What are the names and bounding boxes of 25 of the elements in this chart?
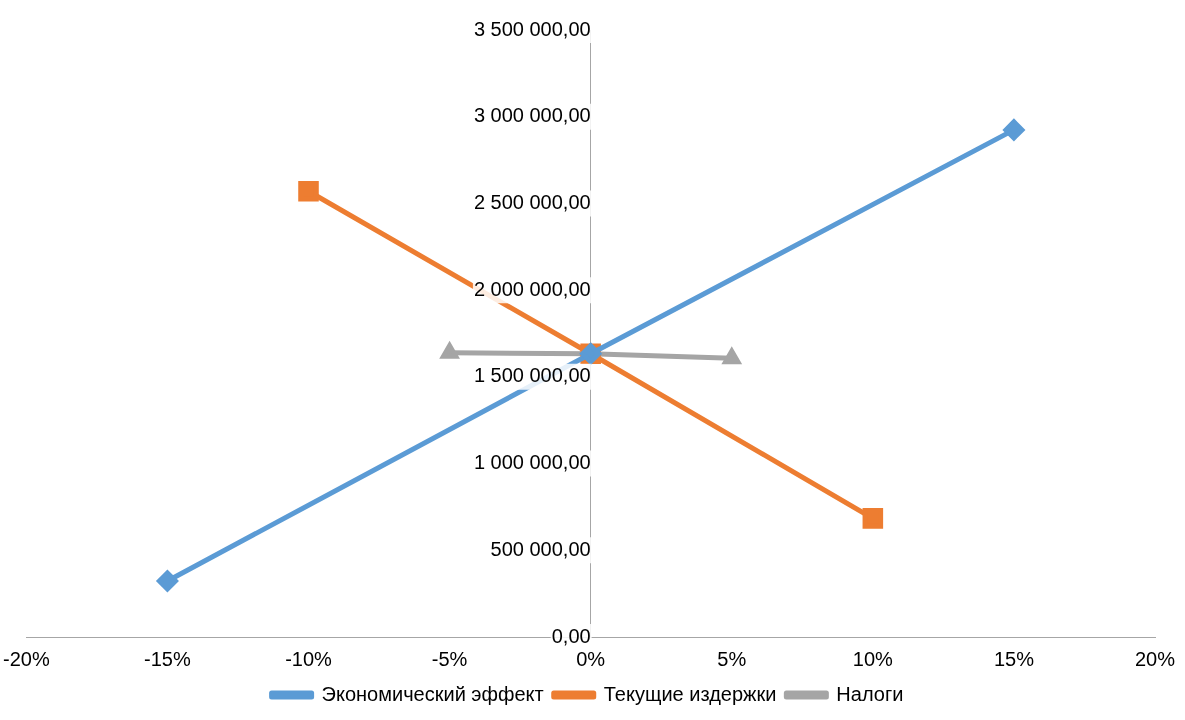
x-tick-label: 20%	[1134, 647, 1176, 670]
legend-label: Экономический эффект	[321, 682, 544, 705]
legend-label: Налоги	[836, 682, 904, 705]
x-tick-label: -10%	[285, 647, 333, 670]
x-tick-label: -20%	[2, 647, 50, 670]
point	[156, 570, 178, 592]
y-tick-label: 0,00	[551, 624, 591, 647]
x-tick-label: -5%	[431, 647, 468, 670]
x-tick-label: 15%	[993, 647, 1035, 670]
y-tick-label: 2 000 000,00	[473, 277, 591, 300]
x-tick-label: -15%	[144, 647, 191, 670]
x-tick-label: 0%	[576, 647, 606, 670]
point	[441, 343, 459, 359]
y-tick-label: 500 000,00	[490, 537, 591, 560]
y-tick-label: 3 000 000,00	[473, 104, 591, 127]
y-tick-label: 2 500 000,00	[473, 190, 591, 213]
point	[862, 508, 884, 529]
x-tick-label: 10%	[852, 647, 894, 670]
point	[298, 181, 319, 202]
legend-label: Текущие издержки	[603, 682, 777, 705]
y-tick-label: 1 500 000,00	[473, 364, 591, 387]
y-tick-label: 1 000 000,00	[473, 451, 591, 474]
x-tick-label: 5%	[717, 647, 747, 670]
point	[1003, 119, 1025, 141]
y-tick-label: 3 500 000,00	[473, 17, 591, 40]
